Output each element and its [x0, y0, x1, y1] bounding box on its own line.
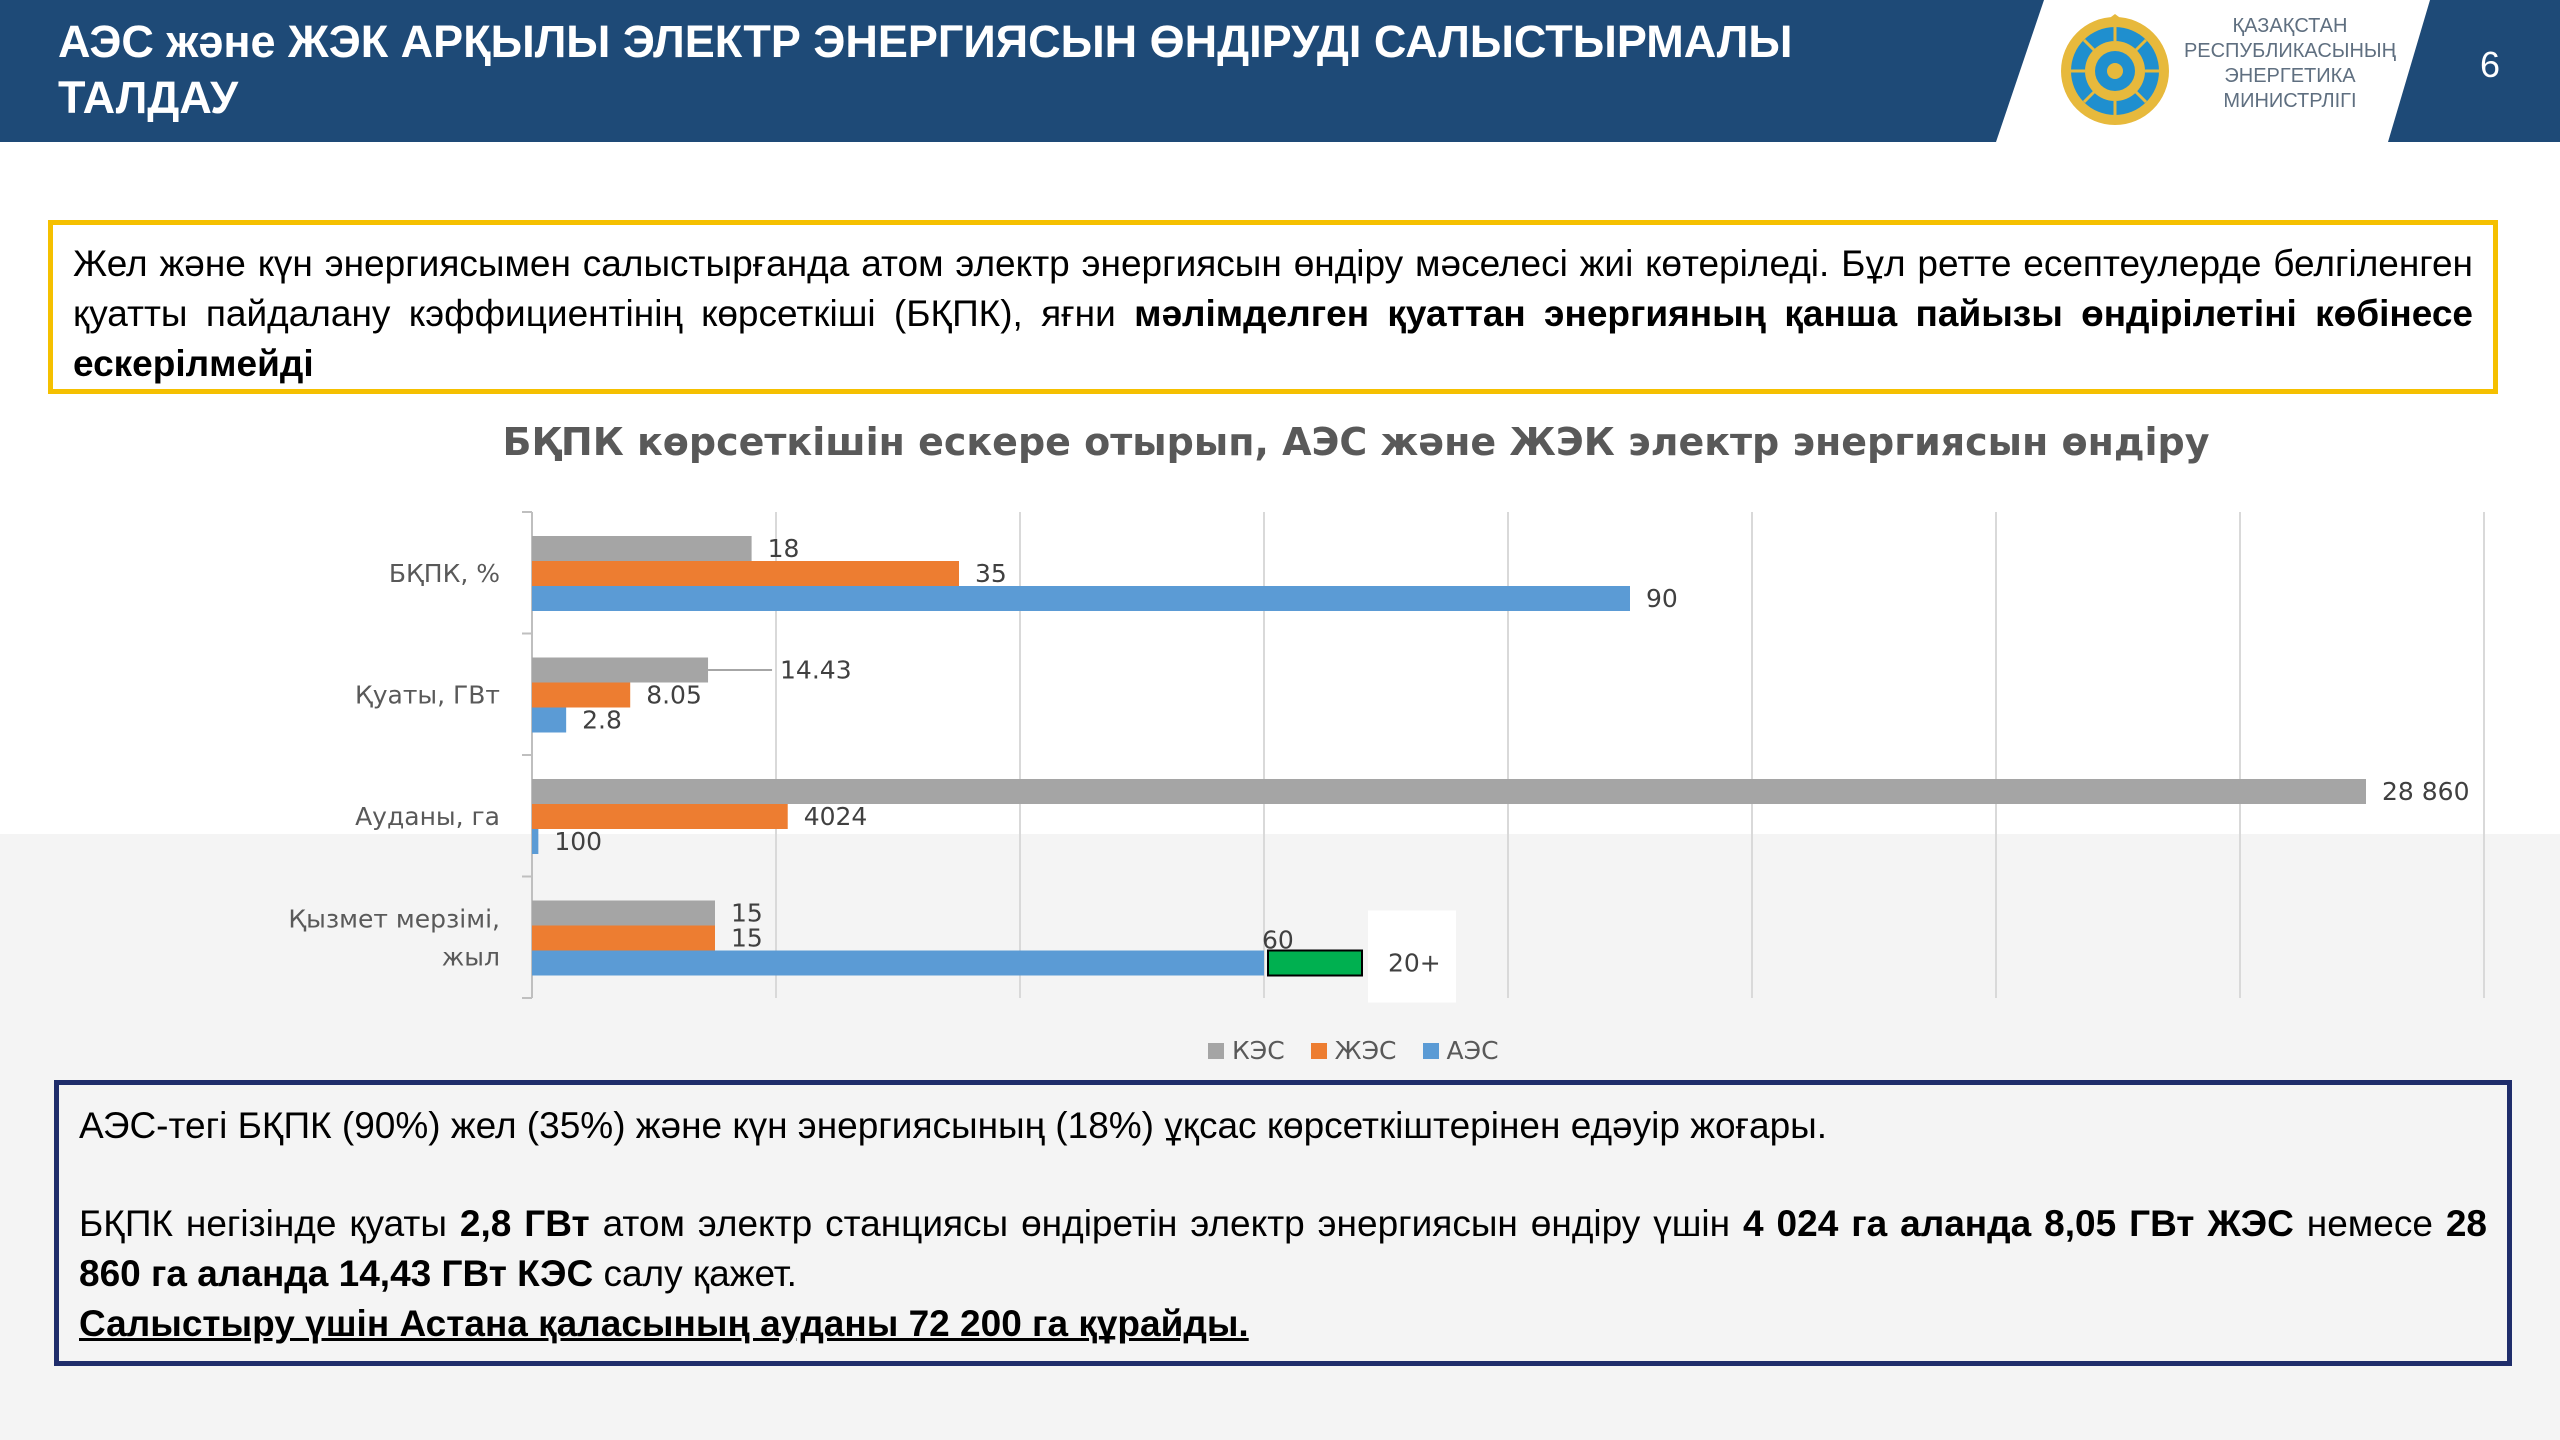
slide-header: АЭС және ЖЭК АРҚЫЛЫ ЭЛЕКТР ЭНЕРГИЯСЫН ӨН… — [0, 0, 2560, 142]
legend-swatch — [1208, 1042, 1224, 1059]
legend-label: АЭС — [1446, 1036, 1499, 1065]
slide-title-line-1: АЭС және ЖЭК АРҚЫЛЫ ЭЛЕКТР ЭНЕРГИЯСЫН ӨН… — [58, 16, 1793, 67]
intro-callout: Жел және күн энергиясымен салыстырғанда … — [48, 220, 2498, 394]
legend-swatch — [1422, 1042, 1439, 1059]
bar-chart: БҚПК, % 18 35 90 Қуаты, ГВт 14.43 8.05 2.8 Аудан… — [288, 511, 2485, 1003]
data-label: 8.05 — [646, 681, 702, 710]
bar — [532, 829, 539, 854]
summary-text: салу қажет. — [593, 1253, 797, 1294]
bar — [532, 707, 567, 733]
bar — [532, 804, 788, 829]
data-label: 35 — [975, 559, 1007, 588]
state-emblem-icon — [2061, 14, 2169, 125]
page-number: 6 — [2479, 44, 2501, 85]
summary-emphasis: 28 860 га аланда 14,43 ГВт КЭС — [79, 1203, 2488, 1294]
category-label: Қуаты, ГВт — [355, 680, 500, 709]
extension-bar — [1267, 949, 1363, 977]
ministry-name-line: ҚАЗАҚСТАН — [2232, 15, 2348, 37]
data-label: 4024 — [804, 802, 868, 831]
bar — [532, 779, 2366, 804]
slide-title: АЭС және ЖЭК АРҚЫЛЫ ЭЛЕКТР ЭНЕРГИЯСЫН ӨН… — [58, 14, 1938, 126]
summary-emphasis: 4 024 га аланда 8,05 ГВт ЖЭС — [1743, 1203, 2294, 1244]
summary-emphasis: 2,8 ГВт — [459, 1203, 590, 1244]
ministry-logo-panel: ҚАЗАҚСТАН РЕСПУБЛИКАСЫНЫҢ ЭНЕРГЕТИКА МИН… — [1996, 0, 2430, 142]
slide-title-line-2: ТАЛДАУ — [58, 72, 239, 123]
legend-item-aes: АЭС — [1422, 1036, 1499, 1065]
summary-text: немесе — [2293, 1203, 2446, 1244]
summary-line-1: АЭС-тегі БҚПК (90%) жел (35%) және күн э… — [79, 1105, 1828, 1146]
intro-text: Жел және күн энергиясымен салыстырғанда … — [73, 243, 2473, 334]
bar — [532, 682, 631, 708]
bar — [532, 900, 715, 926]
category-label: Ауданы, га — [355, 802, 500, 831]
bar — [532, 950, 1264, 976]
category-label: Қызмет мерзімі, — [288, 904, 500, 933]
bar — [532, 561, 959, 586]
chart-title: БҚПК көрсеткішін ескере отырып, АЭС және… — [502, 420, 2210, 464]
bar — [532, 536, 752, 561]
bar — [532, 657, 709, 683]
legend-item-kes: КЭС — [1208, 1036, 1285, 1065]
chart-background — [0, 834, 2560, 1440]
category-label: жыл — [442, 942, 500, 971]
summary-callout: АЭС-тегі БҚПК (90%) жел (35%) және күн э… — [54, 1080, 2512, 1366]
legend-label: ЖЭС — [1334, 1036, 1397, 1065]
extension-label-box — [1368, 910, 1456, 1003]
summary-paragraph-2: БҚПК негізінде қуаты 2,8 ГВт атом электр… — [79, 1199, 2487, 1299]
data-label: 2.8 — [582, 706, 622, 735]
data-label: 14.43 — [780, 656, 852, 685]
extension-label: 20+ — [1388, 949, 1441, 978]
legend-label: КЭС — [1232, 1036, 1285, 1065]
legend-swatch — [1310, 1042, 1327, 1059]
data-label: 90 — [1646, 584, 1678, 613]
bar — [532, 925, 715, 951]
chart-legend: КЭС ЖЭС АЭС — [1208, 1036, 1499, 1065]
summary-text: БҚПК негізінде қуаты — [79, 1203, 460, 1244]
ministry-name: ҚАЗАҚСТАН РЕСПУБЛИКАСЫНЫҢ ЭНЕРГЕТИКА МИН… — [2172, 14, 2408, 114]
ministry-name-line: ЭНЕРГЕТИКА — [2224, 65, 2356, 87]
ministry-name-line: МИНИСТРЛІГІ — [2223, 90, 2357, 112]
category-label: БҚПК, % — [389, 559, 500, 588]
intro-text-emphasis: мәлімделген қуаттан энергияның қанша пай… — [73, 293, 2473, 384]
data-label: 28 860 — [2382, 777, 2469, 806]
summary-text: атом электр станциясы өндіретін электр э… — [589, 1203, 1744, 1244]
legend-item-zhes: ЖЭС — [1310, 1036, 1397, 1065]
data-label: 18 — [768, 534, 800, 563]
bar — [532, 586, 1630, 611]
summary-line-3: Салыстыру үшін Астана қаласының ауданы 7… — [79, 1303, 1249, 1344]
data-label: 15 — [731, 924, 763, 953]
data-label: 100 — [554, 827, 602, 856]
data-label: 15 — [731, 899, 763, 928]
ministry-name-line: РЕСПУБЛИКАСЫНЫҢ — [2183, 40, 2397, 62]
